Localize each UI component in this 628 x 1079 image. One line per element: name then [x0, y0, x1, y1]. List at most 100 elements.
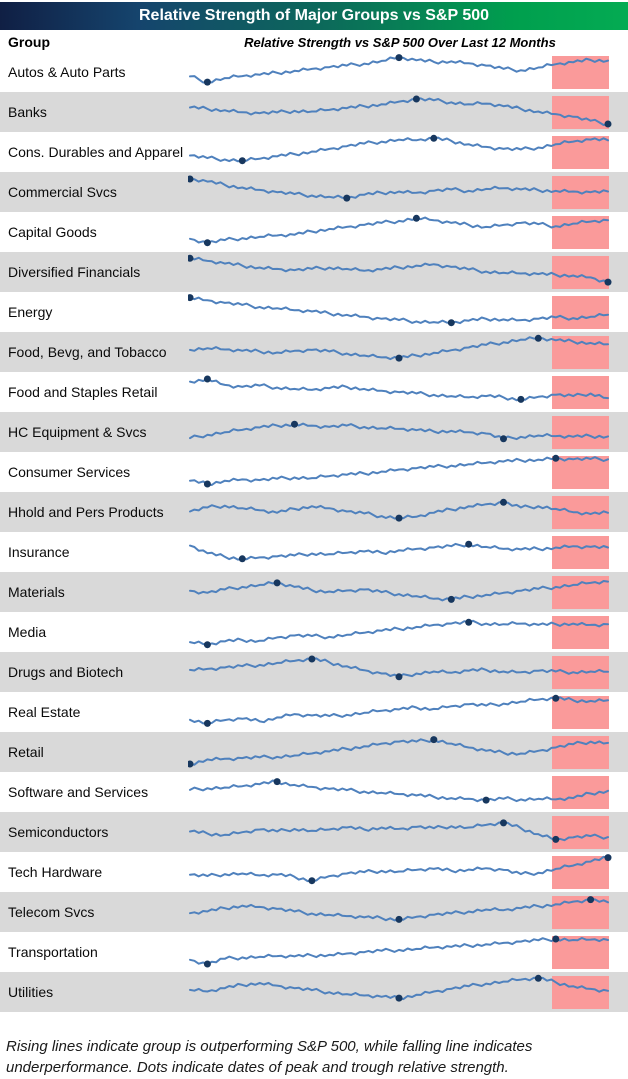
trough-dot: [447, 319, 455, 327]
recent-period-highlight: [552, 856, 609, 889]
sparkline: [189, 616, 609, 649]
group-row: Semiconductors: [0, 812, 628, 852]
trough-dot: [203, 239, 211, 247]
relative-strength-line: [189, 456, 609, 486]
trough-dot: [395, 915, 403, 923]
trough-dot: [203, 641, 211, 649]
sparkline: [189, 974, 609, 1009]
relative-strength-line: [189, 619, 609, 646]
group-label: Transportation: [8, 944, 98, 960]
group-label: Media: [8, 624, 47, 640]
relative-strength-line: [189, 97, 609, 126]
recent-period-highlight: [552, 376, 609, 409]
sparkline: [189, 95, 612, 129]
group-row: Cons. Durables and Apparel: [0, 132, 628, 172]
group-row: Insurance: [0, 532, 628, 572]
sparkline: [189, 214, 609, 249]
sparkline: [189, 496, 609, 529]
sparkline: [189, 334, 609, 369]
trough-dot: [238, 157, 246, 165]
relative-strength-line: [189, 256, 609, 284]
peak-dot: [500, 498, 507, 506]
group-label: Materials: [8, 584, 65, 600]
title-bar: Relative Strength of Major Groups vs S&P…: [0, 2, 628, 30]
relative-strength-line: [189, 738, 609, 766]
group-label: Real Estate: [8, 704, 81, 720]
recent-period-highlight: [552, 816, 609, 849]
relative-strength-line: [189, 56, 609, 84]
group-row: Materials: [0, 572, 628, 612]
trough-dot: [552, 835, 560, 843]
sparkline-column-header: Relative Strength vs S&P 500 Over Last 1…: [244, 35, 556, 50]
peak-dot: [534, 334, 542, 342]
trough-dot: [203, 78, 211, 86]
peak-dot: [203, 375, 211, 383]
peak-dot: [587, 896, 595, 904]
sparkline: [189, 896, 609, 929]
group-label: Food, Bevg, and Tobacco: [8, 344, 167, 360]
peak-dot: [552, 454, 560, 462]
group-row: Retail: [0, 732, 628, 772]
trough-dot: [500, 435, 507, 443]
group-row: Media: [0, 612, 628, 652]
column-header: Group Relative Strength vs S&P 500 Over …: [0, 31, 628, 52]
relative-strength-line: [189, 580, 609, 602]
peak-dot: [273, 778, 281, 786]
trough-dot: [308, 877, 316, 885]
group-row: Consumer Services: [0, 452, 628, 492]
group-row: HC Equipment & Svcs: [0, 412, 628, 452]
recent-period-highlight: [552, 536, 609, 569]
peak-dot: [395, 54, 403, 62]
trough-dot: [343, 194, 351, 202]
group-label: Insurance: [8, 544, 70, 560]
sparkline: [188, 736, 609, 769]
page-title: Relative Strength of Major Groups vs S&P…: [138, 7, 490, 24]
group-rows: Autos & Auto Parts Banks Cons. Durables an…: [0, 52, 628, 1012]
group-label: Drugs and Biotech: [8, 664, 124, 680]
recent-period-highlight: [552, 496, 609, 529]
relative-strength-line: [189, 779, 609, 803]
group-label: Diversified Financials: [8, 264, 141, 280]
peak-dot: [273, 579, 281, 587]
group-column-header: Group: [8, 34, 50, 50]
relative-strength-line: [189, 696, 609, 725]
peak-dot: [430, 736, 438, 744]
recent-period-highlight: [552, 416, 609, 449]
trough-dot: [188, 760, 194, 768]
group-row: Software and Services: [0, 772, 628, 812]
sparkline: [189, 576, 609, 609]
group-row: Tech Hardware: [0, 852, 628, 892]
sparkline: [188, 294, 609, 329]
peak-dot: [308, 655, 316, 663]
group-row: Telecom Svcs: [0, 892, 628, 932]
trough-dot: [203, 960, 211, 968]
group-row: Energy: [0, 292, 628, 332]
group-label: Capital Goods: [8, 224, 97, 240]
trough-dot: [517, 395, 525, 403]
trough-dot: [395, 994, 403, 1002]
trough-dot: [482, 796, 490, 804]
group-row: Transportation: [0, 932, 628, 972]
trough-dot: [203, 719, 211, 727]
recent-period-highlight: [552, 256, 609, 289]
group-row: Real Estate: [0, 692, 628, 732]
peak-dot: [534, 974, 542, 982]
group-label: HC Equipment & Svcs: [8, 424, 147, 440]
relative-strength-line: [189, 178, 609, 200]
relative-strength-line: [189, 378, 609, 402]
sparkline: [189, 776, 609, 809]
group-label: Autos & Auto Parts: [8, 64, 126, 80]
group-label: Commercial Svcs: [8, 184, 117, 200]
group-row: Utilities: [0, 972, 628, 1012]
group-label: Food and Staples Retail: [8, 384, 158, 400]
peak-dot: [412, 214, 420, 222]
recent-period-highlight: [552, 616, 609, 649]
recent-period-highlight: [552, 576, 609, 609]
peak-dot: [552, 935, 560, 943]
group-label: Utilities: [8, 984, 54, 1000]
sparkline: [189, 816, 609, 849]
peak-dot: [188, 294, 194, 302]
group-row: Commercial Svcs: [0, 172, 628, 212]
trough-dot: [203, 480, 211, 488]
trough-dot: [395, 354, 403, 362]
